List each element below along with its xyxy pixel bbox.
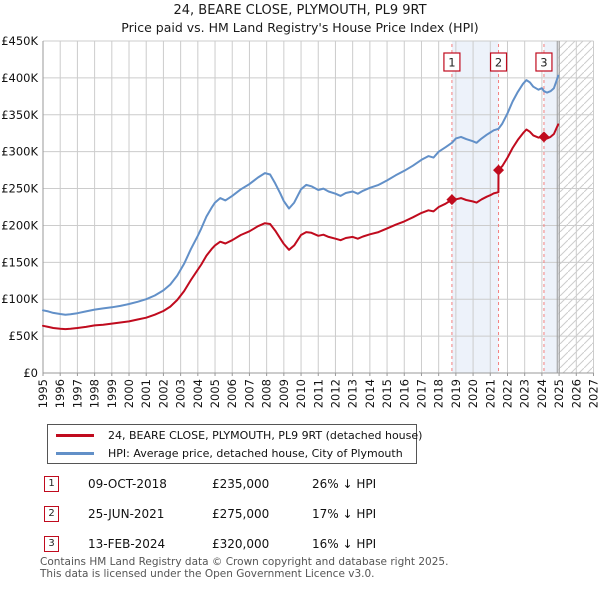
transaction-date: 09-OCT-2018 <box>88 477 167 491</box>
axes <box>42 41 594 376</box>
transaction-row: 3 13-FEB-2024 £320,000 16% ↓ HPI <box>0 536 600 552</box>
legend-label: HPI: Average price, detached house, City… <box>108 446 403 460</box>
svg-text:2021: 2021 <box>483 379 497 408</box>
transaction-number-badge: 1 <box>44 476 59 492</box>
x-axis-labels: 1995 1996 1997 1998 1999 2000 2001 2002 2003 2004… <box>36 379 600 408</box>
transaction-price: £235,000 <box>212 477 270 491</box>
svg-text:2006: 2006 <box>225 379 239 408</box>
svg-text:3: 3 <box>540 56 547 70</box>
license-line-2: This data is licensed under the Open Gov… <box>40 567 375 580</box>
hpi-line-swatch <box>56 451 94 455</box>
transaction-row: 2 25-JUN-2021 £275,000 17% ↓ HPI <box>0 506 600 522</box>
svg-text:2012: 2012 <box>328 379 342 408</box>
svg-text:2008: 2008 <box>260 379 274 408</box>
transaction-vs-hpi: 26% ↓ HPI <box>312 477 377 491</box>
svg-text:1997: 1997 <box>70 379 84 408</box>
svg-text:2017: 2017 <box>414 379 428 408</box>
price-paid-line-swatch <box>56 433 94 437</box>
svg-text:1995: 1995 <box>36 379 50 408</box>
svg-text:2018: 2018 <box>432 379 446 408</box>
svg-text:2024: 2024 <box>535 379 549 408</box>
end-of-data-line <box>556 41 560 373</box>
svg-text:2019: 2019 <box>449 379 463 408</box>
transaction-price: £320,000 <box>212 537 270 551</box>
svg-text:£350K: £350K <box>1 108 38 122</box>
svg-text:£50K: £50K <box>9 329 39 343</box>
svg-text:£100K: £100K <box>1 292 38 306</box>
svg-text:2022: 2022 <box>500 379 514 408</box>
chart-subtitle: Price paid vs. HM Land Registry's House … <box>121 20 479 35</box>
svg-text:2025: 2025 <box>552 379 566 408</box>
svg-text:£150K: £150K <box>1 255 38 269</box>
svg-text:2020: 2020 <box>466 379 480 408</box>
svg-text:1999: 1999 <box>105 379 119 408</box>
svg-text:1: 1 <box>448 56 455 70</box>
svg-text:£0: £0 <box>23 366 38 380</box>
svg-text:2010: 2010 <box>294 379 308 408</box>
svg-text:£250K: £250K <box>1 182 38 196</box>
legend-item-price-paid: 24, BEARE CLOSE, PLYMOUTH, PL9 9RT (deta… <box>48 428 422 443</box>
transaction-number-badge: 2 <box>44 506 59 522</box>
svg-text:2009: 2009 <box>277 379 291 408</box>
svg-text:2001: 2001 <box>139 379 153 408</box>
svg-text:2002: 2002 <box>156 379 170 408</box>
chart-legend: 24, BEARE CLOSE, PLYMOUTH, PL9 9RT (deta… <box>47 424 422 464</box>
hpi-line <box>42 74 560 316</box>
svg-text:2016: 2016 <box>397 379 411 408</box>
license-note: Contains HM Land Registry data © Crown c… <box>40 556 580 580</box>
y-axis-labels: £0 £50K £100K £150K £200K £250K £300K £350K £400… <box>1 34 38 380</box>
chart-title: 24, BEARE CLOSE, PLYMOUTH, PL9 9RT <box>173 3 427 18</box>
sale-markers <box>446 131 550 206</box>
svg-text:£450K: £450K <box>1 34 38 48</box>
transaction-price: £275,000 <box>212 507 270 521</box>
svg-text:2004: 2004 <box>191 379 205 408</box>
transaction-number-badge: 3 <box>44 536 59 552</box>
transaction-row: 1 09-OCT-2018 £235,000 26% ↓ HPI <box>0 476 600 492</box>
svg-text:2007: 2007 <box>242 379 256 408</box>
svg-text:2000: 2000 <box>122 379 136 408</box>
svg-text:2014: 2014 <box>363 379 377 408</box>
svg-text:£300K: £300K <box>1 145 38 159</box>
svg-text:1996: 1996 <box>53 379 67 408</box>
svg-text:2003: 2003 <box>174 379 188 408</box>
transaction-vs-hpi: 16% ↓ HPI <box>312 537 377 551</box>
svg-text:2: 2 <box>495 56 502 70</box>
legend-label: 24, BEARE CLOSE, PLYMOUTH, PL9 9RT (deta… <box>108 428 423 442</box>
transaction-vs-hpi: 17% ↓ HPI <box>312 507 377 521</box>
svg-text:2011: 2011 <box>311 379 325 408</box>
svg-text:£200K: £200K <box>1 218 38 232</box>
sale-date-lines <box>451 44 545 373</box>
svg-text:£400K: £400K <box>1 71 38 85</box>
sale-number-boxes: 1 2 3 <box>443 52 553 72</box>
svg-text:2013: 2013 <box>346 379 360 408</box>
legend-item-hpi: HPI: Average price, detached house, City… <box>48 446 416 461</box>
svg-text:2026: 2026 <box>569 379 583 408</box>
price-paid-line <box>42 123 560 331</box>
transaction-date: 13-FEB-2024 <box>88 537 166 551</box>
svg-text:2005: 2005 <box>208 379 222 408</box>
svg-text:2027: 2027 <box>587 379 600 408</box>
price-history-chart: 1 2 3£0£50K£100K£150K£200K£250K£300K£350K£… <box>1 34 600 408</box>
gridlines <box>42 40 594 374</box>
transaction-date: 25-JUN-2021 <box>88 507 165 521</box>
license-line-1: Contains HM Land Registry data © Crown c… <box>40 556 449 568</box>
svg-text:1998: 1998 <box>88 379 102 408</box>
svg-text:2015: 2015 <box>380 379 394 408</box>
svg-text:2023: 2023 <box>518 379 532 408</box>
